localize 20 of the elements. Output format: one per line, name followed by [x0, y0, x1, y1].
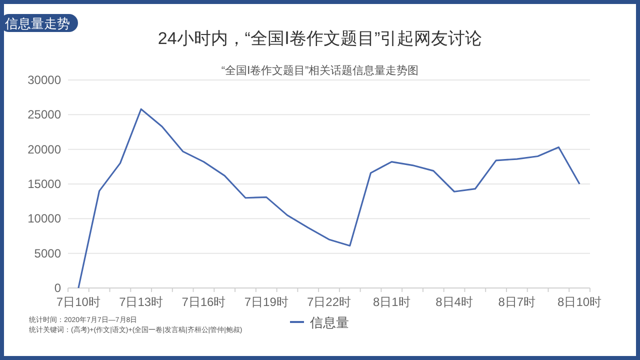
y-tick-label: 10000: [28, 212, 62, 226]
x-tick-label: 8日4时: [436, 295, 473, 309]
y-tick-label: 5000: [34, 246, 62, 260]
x-tick-label: 7日10时: [56, 295, 100, 309]
x-tick-label: 7日16时: [182, 295, 226, 309]
y-tick-label: 0: [54, 281, 62, 295]
x-tick-label: 7日13时: [119, 295, 164, 309]
x-tick-label: 7日22时: [306, 295, 352, 309]
legend-label: 信息量: [310, 315, 349, 330]
y-tick-label: 15000: [28, 177, 62, 191]
y-tick-label: 20000: [28, 142, 62, 156]
y-tick-label: 25000: [28, 108, 62, 122]
x-tick-label: 8日1时: [372, 295, 410, 309]
x-tick-label: 7日19时: [244, 295, 288, 309]
text: 信息量走势: [5, 16, 70, 31]
x-tick-label: 8日10时: [558, 295, 602, 309]
chart-title: 24小时内，“全国Ⅰ卷作文题目”引起网友讨论: [158, 29, 482, 48]
x-tick-label: 8日7时: [498, 295, 536, 309]
chart-subtitle: “全国Ⅰ卷作文题目”相关话题信息量走势图: [221, 64, 419, 77]
y-tick-label: 30000: [28, 73, 62, 87]
